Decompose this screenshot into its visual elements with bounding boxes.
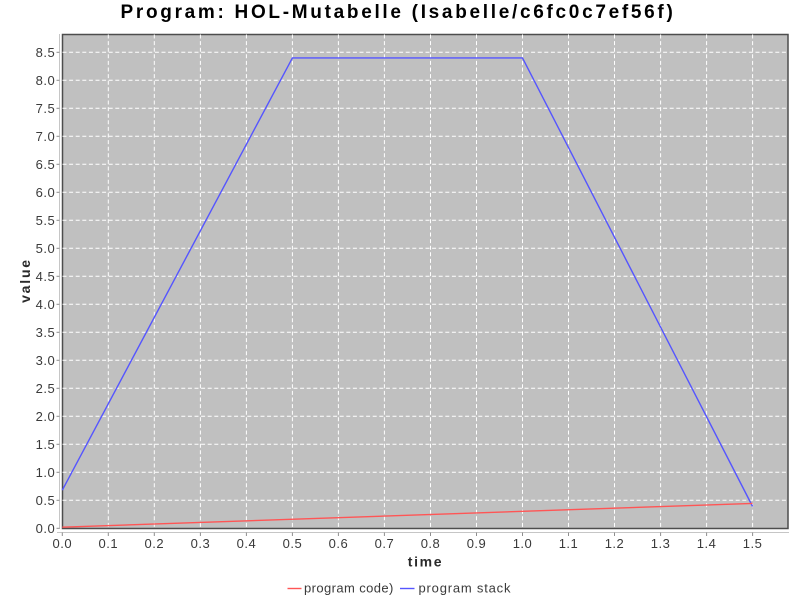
svg-text:Program: HOL-Mutabelle (Isabel: Program: HOL-Mutabelle (Isabelle/c6fc0c7…: [120, 2, 675, 23]
svg-text:1.5: 1.5: [743, 536, 763, 551]
svg-text:5.5: 5.5: [36, 213, 56, 228]
svg-text:2.0: 2.0: [36, 409, 56, 424]
svg-text:6.5: 6.5: [36, 157, 56, 172]
svg-text:4.5: 4.5: [36, 269, 56, 284]
svg-text:4.0: 4.0: [36, 297, 56, 312]
svg-text:5.0: 5.0: [36, 241, 56, 256]
svg-text:0.6: 0.6: [329, 536, 349, 551]
svg-text:0.2: 0.2: [145, 536, 165, 551]
svg-text:0.8: 0.8: [421, 536, 441, 551]
svg-text:1.0: 1.0: [36, 465, 56, 480]
svg-text:1.4: 1.4: [697, 536, 717, 551]
svg-text:7.5: 7.5: [36, 101, 56, 116]
svg-text:1.3: 1.3: [651, 536, 671, 551]
svg-text:0.7: 0.7: [375, 536, 395, 551]
svg-text:0.0: 0.0: [53, 536, 73, 551]
svg-text:0.3: 0.3: [191, 536, 211, 551]
svg-text:value: value: [17, 258, 33, 303]
svg-text:7.0: 7.0: [36, 129, 56, 144]
svg-text:time: time: [408, 554, 444, 570]
svg-text:1.5: 1.5: [36, 437, 56, 452]
svg-text:program code): program code): [304, 581, 394, 596]
svg-text:0.0: 0.0: [36, 521, 56, 536]
svg-text:0.5: 0.5: [283, 536, 303, 551]
svg-text:6.0: 6.0: [36, 185, 56, 200]
svg-text:1.0: 1.0: [513, 536, 533, 551]
svg-text:0.1: 0.1: [99, 536, 119, 551]
svg-text:8.0: 8.0: [36, 73, 56, 88]
svg-text:0.9: 0.9: [467, 536, 487, 551]
svg-text:8.5: 8.5: [36, 45, 56, 60]
svg-text:1.2: 1.2: [605, 536, 625, 551]
svg-text:0.4: 0.4: [237, 536, 257, 551]
svg-text:0.5: 0.5: [36, 493, 56, 508]
svg-text:program stack: program stack: [419, 581, 512, 596]
svg-text:3.0: 3.0: [36, 353, 56, 368]
svg-text:2.5: 2.5: [36, 381, 56, 396]
svg-text:3.5: 3.5: [36, 325, 56, 340]
svg-text:1.1: 1.1: [559, 536, 579, 551]
